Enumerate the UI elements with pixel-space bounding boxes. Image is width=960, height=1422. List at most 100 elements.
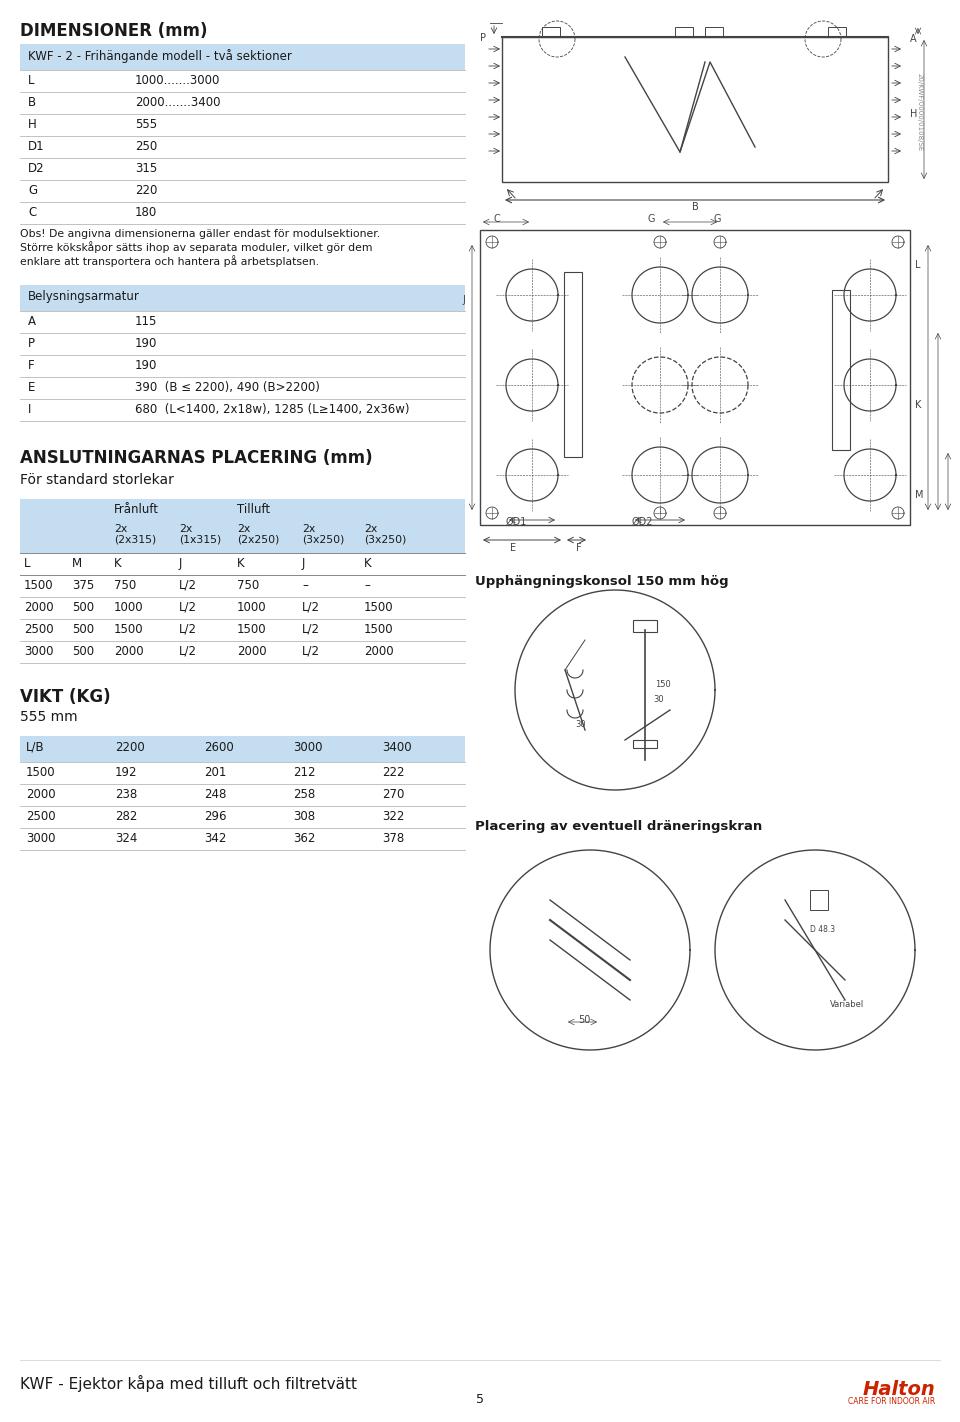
Text: 150: 150 (655, 680, 671, 690)
Text: 2200: 2200 (115, 741, 145, 754)
Text: D 48.3: D 48.3 (810, 924, 835, 934)
Text: 190: 190 (135, 358, 157, 373)
Bar (480, 230, 910, 525)
Text: 500: 500 (72, 623, 94, 636)
Text: 375: 375 (72, 579, 94, 592)
Text: I: I (28, 402, 32, 417)
Text: 3000: 3000 (24, 646, 54, 658)
Text: 50: 50 (578, 1015, 590, 1025)
Text: 2000: 2000 (237, 646, 267, 658)
Text: 308: 308 (293, 811, 315, 823)
Text: 315: 315 (135, 162, 157, 175)
Text: 180: 180 (135, 206, 157, 219)
Bar (502, 37, 888, 182)
Text: L: L (24, 557, 31, 570)
Text: ØD2: ØD2 (632, 518, 654, 528)
Text: 248: 248 (204, 788, 227, 801)
Text: K: K (237, 557, 245, 570)
Text: Upphängningskonsol 150 mm hög: Upphängningskonsol 150 mm hög (475, 574, 729, 589)
Text: (3x250): (3x250) (364, 535, 406, 545)
Text: 500: 500 (72, 646, 94, 658)
Text: L: L (28, 74, 35, 87)
Text: Belysningsarmatur: Belysningsarmatur (28, 290, 140, 303)
Text: 324: 324 (115, 832, 137, 845)
Text: B: B (28, 97, 36, 109)
Text: 680  (L<1400, 2x18w), 1285 (L≥1400, 2x36w): 680 (L<1400, 2x18w), 1285 (L≥1400, 2x36w… (135, 402, 410, 417)
Text: H: H (910, 109, 918, 119)
Text: A: A (910, 34, 917, 44)
Text: 2000: 2000 (24, 602, 54, 614)
Text: (2x250): (2x250) (237, 535, 279, 545)
Bar (810, 890, 828, 910)
Text: 238: 238 (115, 788, 137, 801)
Text: 2x: 2x (114, 523, 128, 535)
Text: 2500: 2500 (24, 623, 54, 636)
Text: –: – (364, 579, 370, 592)
Text: 258: 258 (293, 788, 315, 801)
Text: G: G (28, 183, 37, 198)
Text: L/2: L/2 (179, 579, 197, 592)
Text: 222: 222 (382, 766, 404, 779)
Text: 378: 378 (382, 832, 404, 845)
Text: L/2: L/2 (179, 602, 197, 614)
Bar (542, 27, 560, 37)
Text: 250: 250 (135, 139, 157, 154)
Bar (564, 272, 582, 456)
Text: F: F (576, 543, 582, 553)
Text: (1x315): (1x315) (179, 535, 221, 545)
Text: L/2: L/2 (302, 602, 320, 614)
Text: 2x: 2x (179, 523, 192, 535)
Text: CARE FOR INDOOR AIR: CARE FOR INDOOR AIR (848, 1396, 935, 1406)
Text: L/2: L/2 (179, 623, 197, 636)
Text: J: J (462, 294, 465, 304)
Text: 30: 30 (653, 695, 663, 704)
Text: Halton: Halton (862, 1379, 935, 1399)
Bar (633, 739, 657, 748)
Text: 3000: 3000 (26, 832, 56, 845)
Text: 500: 500 (72, 602, 94, 614)
Text: 1500: 1500 (364, 602, 394, 614)
Text: F: F (28, 358, 35, 373)
Text: 2600: 2600 (204, 741, 233, 754)
Text: 30: 30 (575, 720, 586, 729)
Text: 1500: 1500 (364, 623, 394, 636)
Text: L/2: L/2 (302, 646, 320, 658)
Text: B: B (691, 202, 698, 212)
Text: –: – (302, 579, 308, 592)
Text: Placering av eventuell dräneringskran: Placering av eventuell dräneringskran (475, 820, 762, 833)
Text: D1: D1 (28, 139, 44, 154)
Text: 2x: 2x (364, 523, 377, 535)
Text: 20/KWF/0000/0108/SE: 20/KWF/0000/0108/SE (917, 73, 923, 151)
Bar (20, 284, 465, 311)
Text: 1000: 1000 (114, 602, 144, 614)
Text: (2x315): (2x315) (114, 535, 156, 545)
Text: 2000: 2000 (114, 646, 144, 658)
Text: KWF - Ejektor kåpa med tilluft och filtretvätt: KWF - Ejektor kåpa med tilluft och filtr… (20, 1375, 357, 1392)
Text: 555 mm: 555 mm (20, 710, 78, 724)
Text: M: M (915, 491, 924, 501)
Bar (705, 27, 723, 37)
Text: 2x: 2x (302, 523, 315, 535)
Text: 282: 282 (115, 811, 137, 823)
Bar (832, 290, 850, 449)
Text: L/2: L/2 (302, 623, 320, 636)
Text: 270: 270 (382, 788, 404, 801)
Bar (828, 27, 846, 37)
Text: 1500: 1500 (26, 766, 56, 779)
Text: 1000.......3000: 1000.......3000 (135, 74, 221, 87)
Bar (20, 44, 465, 70)
Bar (20, 520, 465, 553)
Text: H: H (28, 118, 36, 131)
Text: K: K (114, 557, 122, 570)
Text: 1000: 1000 (237, 602, 267, 614)
Text: 220: 220 (135, 183, 157, 198)
Bar (675, 27, 693, 37)
Text: C: C (494, 213, 501, 225)
Text: 1500: 1500 (24, 579, 54, 592)
Text: 115: 115 (135, 316, 157, 328)
Text: 212: 212 (293, 766, 316, 779)
Text: D2: D2 (28, 162, 44, 175)
Bar (20, 499, 465, 520)
Text: 750: 750 (237, 579, 259, 592)
Text: J: J (179, 557, 182, 570)
